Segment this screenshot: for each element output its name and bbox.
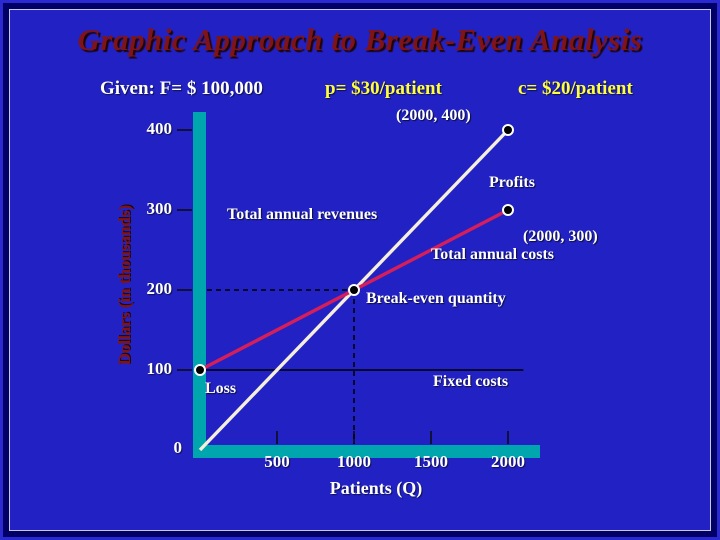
given-fixed-cost-text: Given: F= $ 100,000	[100, 78, 263, 99]
cost-endpoint-label: (2000, 300)	[523, 228, 598, 245]
profits-label: Profits	[489, 174, 535, 191]
y-tick-label: 200	[146, 279, 173, 298]
slide-title: Graphic Approach to Break-Even Analysis	[77, 22, 643, 57]
y-tick-label: 300	[146, 199, 173, 218]
given-variable-cost-text: c= $20/patient	[518, 78, 633, 99]
x-axis-bar	[193, 445, 540, 458]
break-even-marker	[348, 284, 360, 296]
fixed-cost-intercept-marker	[194, 364, 206, 376]
break-even-quantity-label: Break-even quantity	[366, 290, 506, 307]
x-axis-title: Patients (Q)	[329, 478, 423, 498]
given-price-text: p= $30/patient	[325, 78, 442, 99]
total-annual-revenues-label: Total annual revenues	[227, 206, 378, 223]
loss-label: Loss	[205, 380, 237, 397]
cost-endpoint-marker	[502, 204, 514, 216]
x-tick-label: 1500	[414, 452, 448, 471]
x-tick-label: 500	[264, 452, 290, 471]
origin-tick-label: 0	[173, 438, 183, 457]
fixed-costs-label: Fixed costs	[433, 373, 509, 390]
x-tick-label: 2000	[491, 452, 525, 471]
revenue-endpoint-label: (2000, 400)	[396, 107, 471, 124]
x-tick-label: 1000	[337, 452, 371, 471]
total-annual-costs-label: Total annual costs	[431, 246, 554, 263]
revenue-endpoint-marker	[502, 124, 514, 136]
y-tick-label: 400	[146, 119, 173, 138]
y-axis-bar	[193, 112, 206, 458]
y-tick-label: 100	[146, 359, 173, 378]
